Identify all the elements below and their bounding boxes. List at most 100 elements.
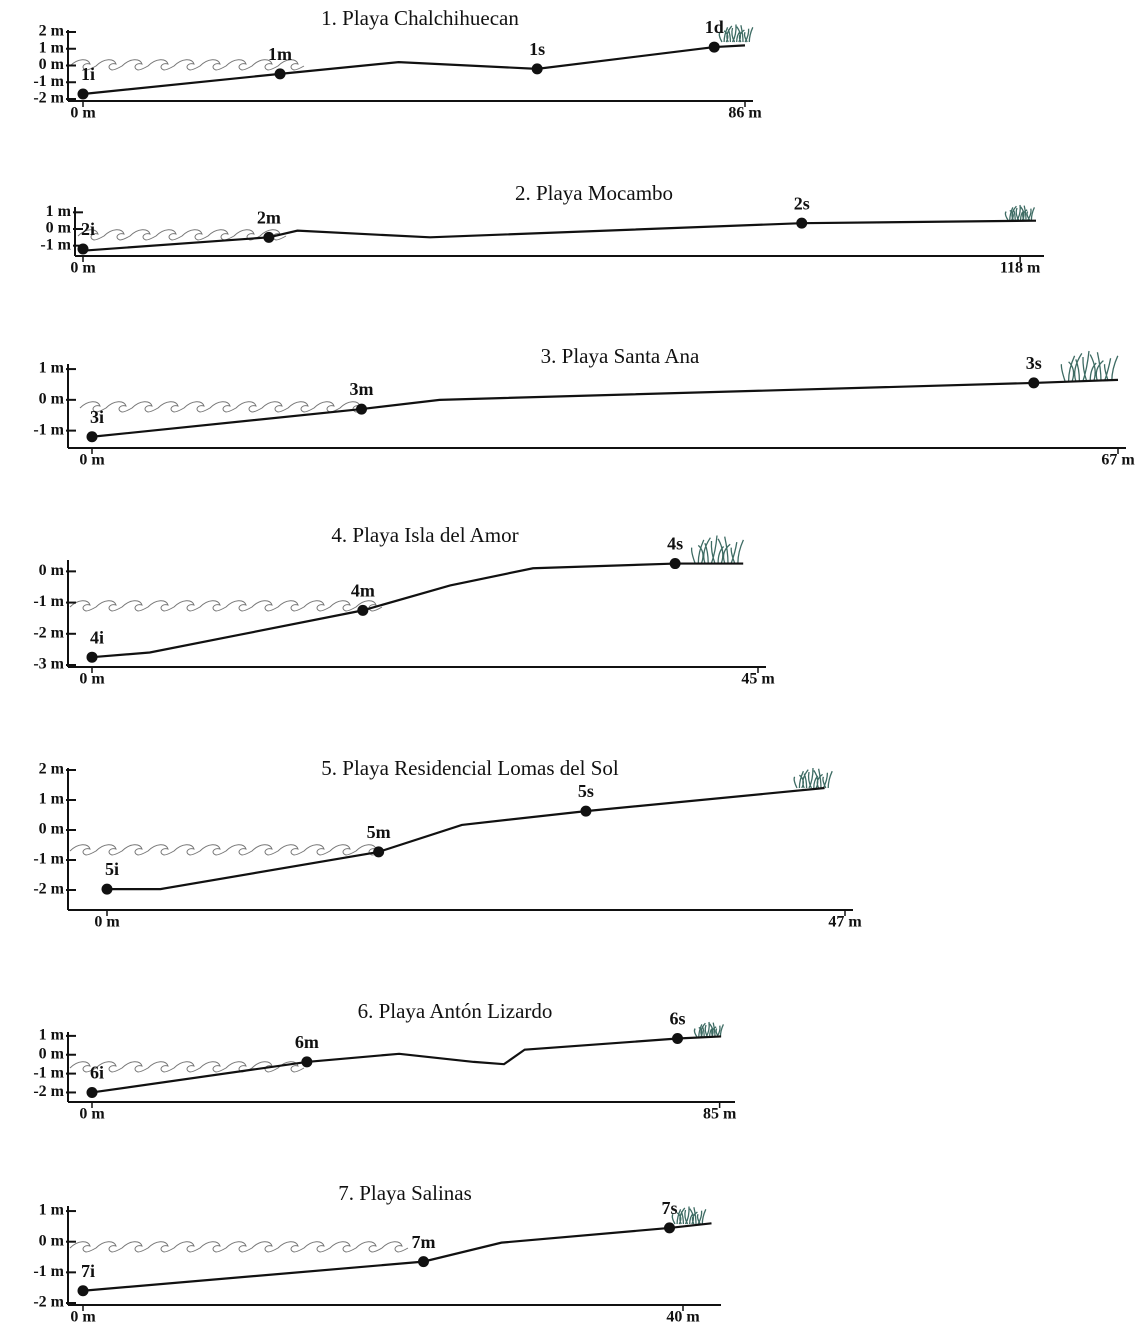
x-tick-label: 45 m (741, 671, 775, 688)
chart-title: 1. Playa Chalchihuecan (321, 6, 519, 30)
grass (671, 1206, 707, 1225)
station-label: 1i (81, 64, 95, 84)
station-label: 3s (1026, 353, 1042, 373)
y-tick-label: 2 m (39, 23, 65, 40)
y-tick-label: 1 m (39, 791, 65, 808)
station-marker (77, 1285, 89, 1297)
y-tick-label: 1 m (39, 39, 65, 56)
station-marker (301, 1056, 313, 1068)
station-label: 5m (367, 822, 391, 842)
y-tick-label: -3 m (33, 656, 64, 673)
station-marker (356, 403, 368, 415)
station-marker (418, 1256, 429, 1268)
grass (1060, 350, 1119, 382)
profile-line (82, 1222, 712, 1292)
y-tick-label: -1 m (33, 593, 64, 610)
station-label: 7i (81, 1261, 95, 1281)
chart-title: 4. Playa Isla del Amor (331, 523, 518, 547)
x-tick-label: 0 m (79, 452, 105, 469)
x-tick-label: 0 m (70, 260, 96, 277)
station-marker (708, 41, 720, 53)
profile-chart: 5. Playa Residencial Lomas del Sol 2 m 1 m… (33, 756, 862, 931)
y-tick-label: 1 m (39, 360, 65, 377)
chart-title: 5. Playa Residencial Lomas del Sol (321, 756, 619, 780)
y-tick-label: -2 m (33, 1083, 64, 1100)
station-label: 5i (105, 859, 119, 879)
station-label: 4m (351, 581, 375, 601)
station-label: 6m (295, 1032, 319, 1052)
station-label: 3m (350, 379, 374, 399)
waves (79, 401, 367, 413)
station-marker (101, 883, 113, 895)
station-marker (664, 1222, 675, 1234)
profile-line (107, 786, 825, 891)
grass (693, 1021, 724, 1038)
y-tick-label: -1 m (33, 851, 64, 868)
x-tick-label: 85 m (703, 1106, 737, 1123)
station-marker (77, 88, 89, 100)
x-tick-label: 67 m (1101, 452, 1135, 469)
y-tick-label: 0 m (39, 56, 65, 73)
station-label: 4s (667, 534, 683, 554)
chart-title: 2. Playa Mocambo (515, 181, 673, 205)
grass (793, 767, 833, 789)
station-marker (1028, 377, 1040, 389)
x-tick-label: 0 m (79, 671, 105, 688)
chart-title: 6. Playa Antón Lizardo (358, 999, 553, 1023)
station-marker (86, 1086, 98, 1098)
grass (718, 24, 754, 43)
station-label: 7m (412, 1232, 436, 1252)
waves (69, 1241, 409, 1253)
station-marker (531, 63, 543, 75)
station-marker (357, 604, 369, 616)
station-marker (77, 243, 89, 255)
x-tick-label: 0 m (94, 914, 120, 931)
x-tick-label: 86 m (728, 105, 762, 122)
station-label: 5s (578, 781, 594, 801)
station-label: 1d (705, 17, 724, 37)
station-marker (669, 558, 681, 570)
station-marker (86, 431, 98, 443)
y-tick-label: -1 m (33, 1263, 64, 1280)
y-tick-label: -2 m (33, 1294, 64, 1311)
y-tick-label: 2 m (39, 761, 65, 778)
profile-line (91, 1035, 722, 1094)
station-marker (672, 1033, 684, 1045)
y-tick-label: -1 m (33, 1064, 64, 1081)
grass (690, 535, 744, 564)
station-label: 1m (268, 44, 292, 64)
waves (69, 844, 383, 856)
station-label: 2m (257, 207, 281, 227)
station-label: 7s (661, 1198, 677, 1218)
station-label: 6i (90, 1063, 104, 1083)
y-tick-label: 1 m (39, 1202, 65, 1219)
profile-chart: 3. Playa Santa Ana 1 m 0 m -1 m 0 m 67 m 3i 3m 3… (33, 344, 1135, 469)
y-tick-label: -2 m (33, 624, 64, 641)
profile-line (82, 44, 746, 96)
x-tick-label: 47 m (828, 914, 862, 931)
chart-title: 3. Playa Santa Ana (541, 344, 700, 368)
waves (77, 229, 287, 241)
station-marker (580, 805, 592, 817)
x-tick-label: 118 m (1000, 260, 1041, 277)
station-marker (274, 68, 286, 80)
x-tick-label: 0 m (70, 105, 96, 122)
station-label: 4i (90, 627, 104, 647)
station-marker (263, 231, 275, 243)
y-tick-label: -2 m (33, 90, 64, 107)
y-tick-label: 1 m (39, 1027, 65, 1044)
y-tick-label: -2 m (33, 881, 64, 898)
y-tick-label: 0 m (39, 1045, 65, 1062)
profile-line (91, 378, 1119, 438)
profile-chart: 4. Playa Isla del Amor 0 m -1 m -2 m -3 m 0 m… (33, 523, 775, 688)
chart-title: 7. Playa Salinas (338, 1181, 472, 1205)
profile-chart: 7. Playa Salinas 1 m 0 m -1 m -2 m 0 m 40 m 7i 7… (33, 1181, 721, 1326)
station-label: 6s (670, 1009, 686, 1029)
station-label: 2s (794, 193, 810, 213)
waves (69, 600, 383, 612)
y-tick-label: 0 m (39, 1232, 65, 1249)
